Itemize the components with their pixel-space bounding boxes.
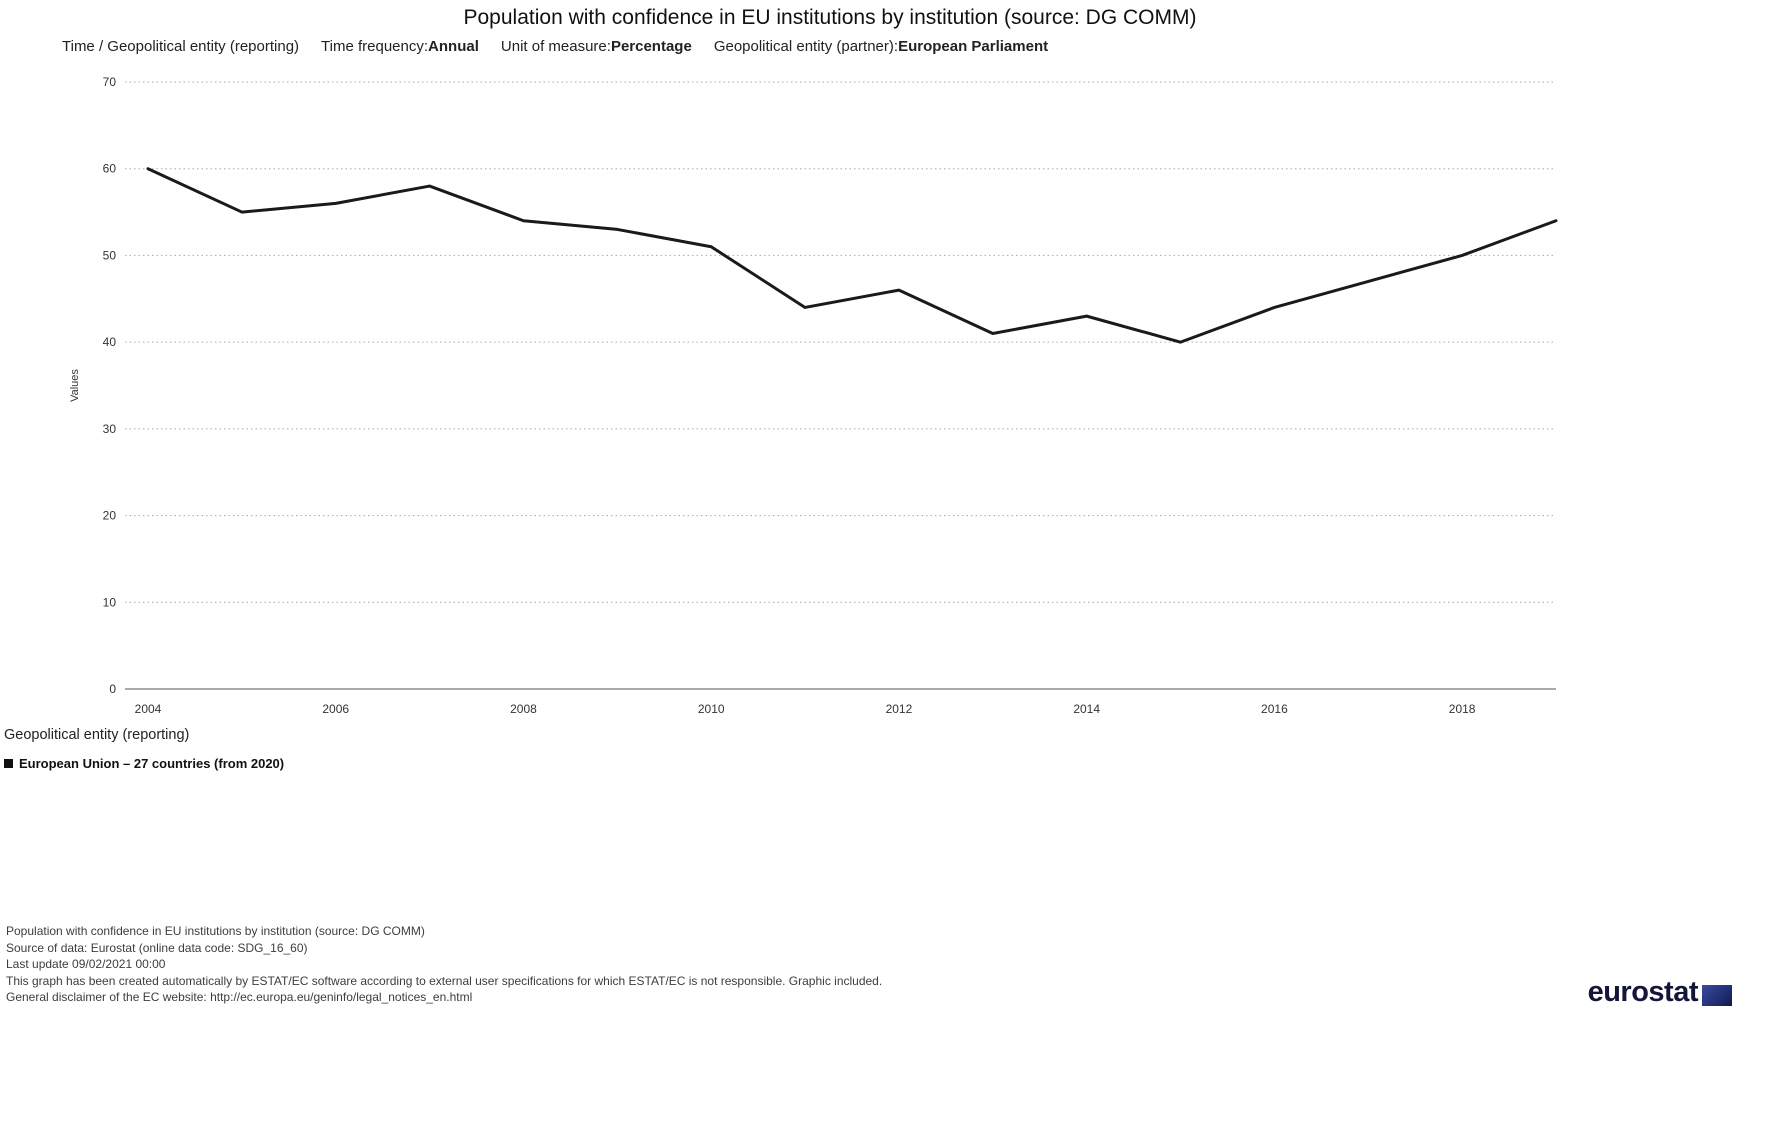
footer-line: This graph has been created automaticall… (6, 973, 883, 988)
subtitle-dimensions: Time / Geopolitical entity (reporting) (62, 38, 300, 55)
chart-subtitle: Time / Geopolitical entity (reporting) Ti… (62, 38, 1070, 55)
legend-item: European Union – 27 countries (from 2020… (4, 756, 284, 771)
y-tick-label: 0 (109, 682, 116, 696)
y-tick-label: 40 (103, 335, 117, 349)
legend-title: Geopolitical entity (reporting) (4, 727, 190, 743)
y-tick-label: 30 (103, 422, 117, 436)
x-tick-label: 2014 (1073, 702, 1100, 716)
x-tick-label: 2006 (322, 702, 349, 716)
subtitle-frequency: Time frequency:Annual (321, 38, 479, 55)
footer-line: General disclaimer of the EC website: ht… (6, 990, 473, 1004)
footer-line: Population with confidence in EU institu… (6, 924, 425, 938)
x-tick-label: 2012 (886, 702, 913, 716)
x-tick-label: 2016 (1261, 702, 1288, 716)
y-tick-label: 10 (103, 595, 117, 609)
x-tick-label: 2018 (1449, 702, 1476, 716)
subtitle-unit: Unit of measure:Percentage (500, 38, 692, 55)
data-series-line (146, 167, 1558, 344)
y-tick-label: 50 (103, 248, 117, 262)
footer-line: Last update 09/02/2021 00:00 (6, 957, 166, 971)
footer-notes: Population with confidence in EU institu… (6, 923, 882, 1006)
x-tick-label: 2004 (135, 702, 162, 716)
legend-item-label: European Union – 27 countries (from 2020… (19, 756, 285, 771)
x-tick-label: 2008 (510, 702, 537, 716)
eurostat-logo-text: eurostat (1587, 976, 1699, 1008)
legend-marker-icon (4, 759, 13, 768)
y-tick-label: 60 (103, 162, 117, 176)
line-chart: 0 10 20 30 40 50 60 70 2004 2006 2008 2010 2012 2014 2… (69, 75, 1558, 716)
subtitle-partner: Geopolitical entity (partner):European P… (713, 38, 1049, 55)
y-axis-title: Values (69, 369, 81, 402)
x-tick-label: 2010 (698, 702, 725, 716)
eurostat-logo-flag-icon (1702, 985, 1732, 1006)
chart-title: Population with confidence in EU institu… (463, 6, 1197, 29)
footer-line: Source of data: Eurostat (online data co… (6, 940, 308, 955)
y-tick-label: 70 (103, 75, 117, 89)
eurostat-logo: eurostat (1588, 976, 1732, 1009)
y-tick-label: 20 (103, 509, 117, 523)
